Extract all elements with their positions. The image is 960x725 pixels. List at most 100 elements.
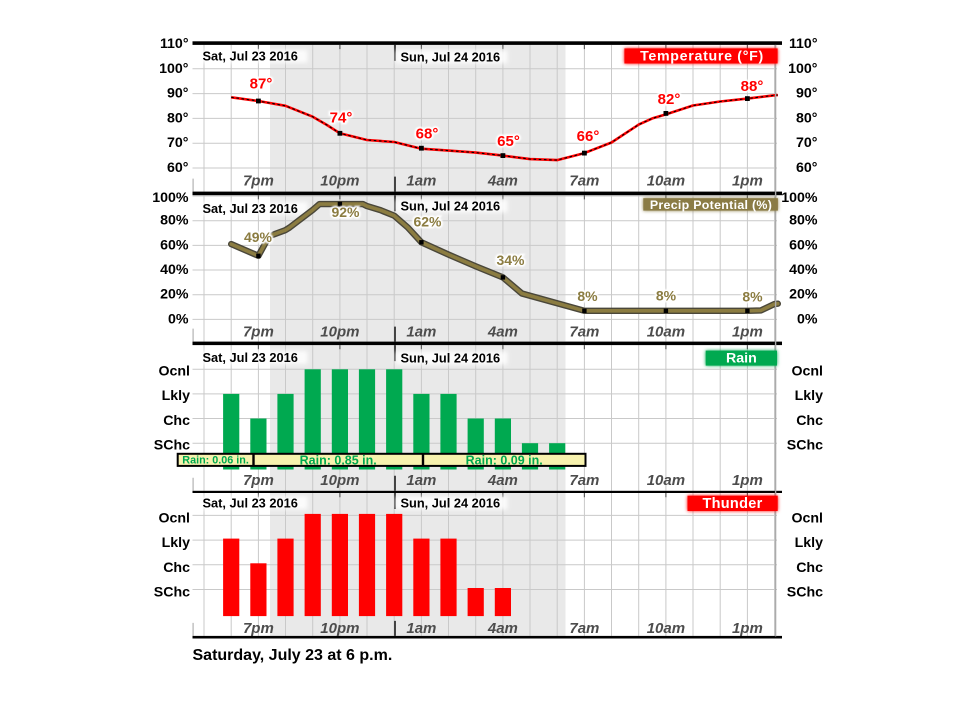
svg-text:82°: 82° [658,91,681,108]
svg-text:7pm: 7pm [243,620,274,637]
svg-text:Saturday, July 23 at 6 p.m.: Saturday, July 23 at 6 p.m. [193,647,393,664]
svg-text:88°: 88° [741,78,764,95]
svg-text:65°: 65° [497,133,520,150]
svg-text:Precip Potential (%): Precip Potential (%) [650,198,772,212]
svg-text:20%: 20% [160,287,189,303]
svg-text:7am: 7am [569,620,599,637]
svg-text:110°: 110° [789,36,818,52]
svg-text:7am: 7am [569,472,599,489]
svg-text:1am: 1am [406,472,436,489]
svg-text:100%: 100% [152,190,189,206]
svg-text:8%: 8% [577,288,598,304]
svg-text:Sat, Jul 23 2016: Sat, Jul 23 2016 [203,201,298,216]
svg-text:Sun, Jul 24 2016: Sun, Jul 24 2016 [401,496,501,511]
svg-text:Sun, Jul 24 2016: Sun, Jul 24 2016 [401,351,501,366]
svg-text:100%: 100% [781,190,818,206]
svg-text:10pm: 10pm [320,323,359,340]
svg-text:1pm: 1pm [732,472,763,489]
svg-text:Temperature (°F): Temperature (°F) [640,48,764,64]
svg-text:Ocnl: Ocnl [158,364,190,380]
svg-text:80%: 80% [160,213,189,229]
svg-text:60%: 60% [160,237,189,253]
svg-text:62%: 62% [413,214,442,230]
svg-text:10am: 10am [647,323,685,340]
svg-text:49%: 49% [244,229,273,245]
svg-text:68°: 68° [416,126,439,143]
svg-text:34%: 34% [496,252,525,268]
svg-text:70°: 70° [167,135,189,151]
svg-text:Sat, Jul 23 2016: Sat, Jul 23 2016 [203,49,298,64]
svg-text:100°: 100° [159,61,189,77]
svg-text:1pm: 1pm [732,620,763,637]
svg-text:65°: 65° [497,133,520,150]
svg-text:60°: 60° [796,160,818,176]
svg-text:Sat, Jul 23 2016: Sat, Jul 23 2016 [203,350,298,365]
svg-text:Chc: Chc [163,413,190,429]
svg-text:110°: 110° [160,36,189,52]
svg-text:1am: 1am [406,172,436,189]
svg-text:7pm: 7pm [243,323,274,340]
svg-text:8%: 8% [742,289,763,305]
svg-text:Ocnl: Ocnl [791,510,823,526]
svg-text:4am: 4am [487,172,518,189]
svg-text:80°: 80° [796,110,818,126]
svg-text:Rain: 0.85 in.: Rain: 0.85 in. [300,453,377,467]
svg-text:70°: 70° [796,135,818,151]
svg-text:SChc: SChc [787,438,823,454]
svg-text:Sun, Jul 24 2016: Sun, Jul 24 2016 [401,199,501,214]
svg-text:Sat, Jul 23 2016: Sat, Jul 23 2016 [203,495,298,510]
svg-text:10pm: 10pm [320,172,359,189]
svg-text:Lkly: Lkly [162,535,190,551]
svg-text:Chc: Chc [796,560,823,576]
svg-text:90°: 90° [796,86,818,102]
svg-text:10am: 10am [647,620,685,637]
svg-text:80%: 80% [789,213,818,229]
svg-text:Ocnl: Ocnl [158,510,190,526]
svg-text:1pm: 1pm [732,323,763,340]
svg-text:SChc: SChc [154,438,190,454]
svg-text:20%: 20% [789,287,818,303]
svg-text:10pm: 10pm [320,472,359,489]
svg-text:8%: 8% [656,288,677,304]
svg-text:4am: 4am [487,323,518,340]
svg-text:10am: 10am [647,472,685,489]
svg-text:SChc: SChc [787,585,823,601]
svg-text:1am: 1am [406,323,436,340]
svg-text:87°: 87° [250,76,273,93]
svg-text:SChc: SChc [154,585,190,601]
svg-text:1am: 1am [406,620,436,637]
svg-text:4am: 4am [487,472,518,489]
svg-text:Chc: Chc [796,413,823,429]
svg-text:87°: 87° [250,76,273,93]
svg-text:Lkly: Lkly [795,388,823,404]
svg-text:49%: 49% [244,229,273,245]
svg-text:66°: 66° [577,128,600,145]
svg-text:10pm: 10pm [320,620,359,637]
svg-text:40%: 40% [789,262,818,278]
svg-text:Chc: Chc [163,560,190,576]
svg-text:8%: 8% [656,288,677,304]
svg-text:Lkly: Lkly [162,388,190,404]
svg-text:Lkly: Lkly [795,535,823,551]
svg-text:7pm: 7pm [243,472,274,489]
svg-text:60%: 60% [789,237,818,253]
svg-text:0%: 0% [797,311,818,327]
svg-text:Sun, Jul 24 2016: Sun, Jul 24 2016 [401,49,501,64]
svg-text:74°: 74° [330,110,353,127]
svg-text:7am: 7am [569,323,599,340]
svg-text:0%: 0% [168,311,189,327]
svg-text:80°: 80° [167,110,189,126]
svg-text:1pm: 1pm [732,172,763,189]
svg-text:8%: 8% [577,288,598,304]
svg-text:10am: 10am [647,172,685,189]
svg-text:Thunder: Thunder [702,496,762,512]
svg-text:34%: 34% [496,252,525,268]
svg-text:7am: 7am [569,172,599,189]
svg-text:4am: 4am [487,620,518,637]
svg-text:68°: 68° [416,126,439,143]
svg-text:100°: 100° [788,61,818,77]
svg-text:92%: 92% [331,204,360,220]
svg-text:88°: 88° [741,78,764,95]
svg-text:Rain: 0.06 in.: Rain: 0.06 in. [182,454,249,466]
svg-text:62%: 62% [413,214,442,230]
